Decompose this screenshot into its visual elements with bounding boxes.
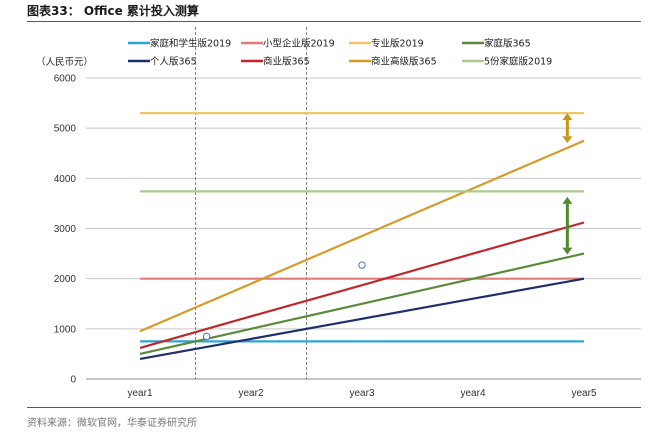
point-marker (358, 261, 366, 269)
footer-rule (27, 407, 641, 408)
x-tick-label: year2 (238, 388, 263, 399)
x-tick-label: year4 (460, 388, 485, 399)
legend-label: 家庭版365 (484, 38, 531, 50)
series-line (139, 221, 585, 349)
y-tick-label: 6000 (54, 74, 77, 85)
legend-label: 个人版365 (150, 56, 197, 68)
series-line (139, 252, 585, 355)
legend-label: 商业版365 (263, 56, 310, 68)
y-tick-label: 5000 (54, 124, 77, 135)
legend-label: 家庭和学生版2019 (150, 38, 231, 50)
legend-label: 商业高级版365 (371, 56, 437, 68)
x-tick-label: year5 (571, 388, 596, 399)
arrow-head-down (562, 247, 573, 255)
y-tick-label: 1000 (54, 324, 77, 335)
source-note: 资料来源：微软官网，华泰证券研究所 (27, 418, 197, 429)
series-line (139, 139, 585, 333)
y-tick-label: 0 (70, 375, 76, 386)
arrow-head-down (562, 136, 573, 144)
title-rule (27, 21, 641, 22)
series-line (139, 277, 585, 360)
figure-title: 图表33： Office 累计投入测算 (27, 4, 199, 18)
y-tick-label: 2000 (54, 274, 77, 285)
y-unit-label: （人民币元） (36, 56, 93, 68)
x-tick-label: year3 (349, 388, 374, 399)
point-marker (202, 332, 211, 341)
y-tick-label: 4000 (54, 174, 77, 185)
arrow-head-up (562, 113, 573, 121)
legend-label: 小型企业版2019 (263, 38, 335, 50)
legend-label: 专业版2019 (371, 38, 424, 50)
x-tick-label: year1 (127, 388, 152, 399)
arrow-head-up (562, 196, 573, 204)
y-tick-label: 3000 (54, 224, 77, 235)
legend-label: 5份家庭版2019 (484, 56, 552, 68)
